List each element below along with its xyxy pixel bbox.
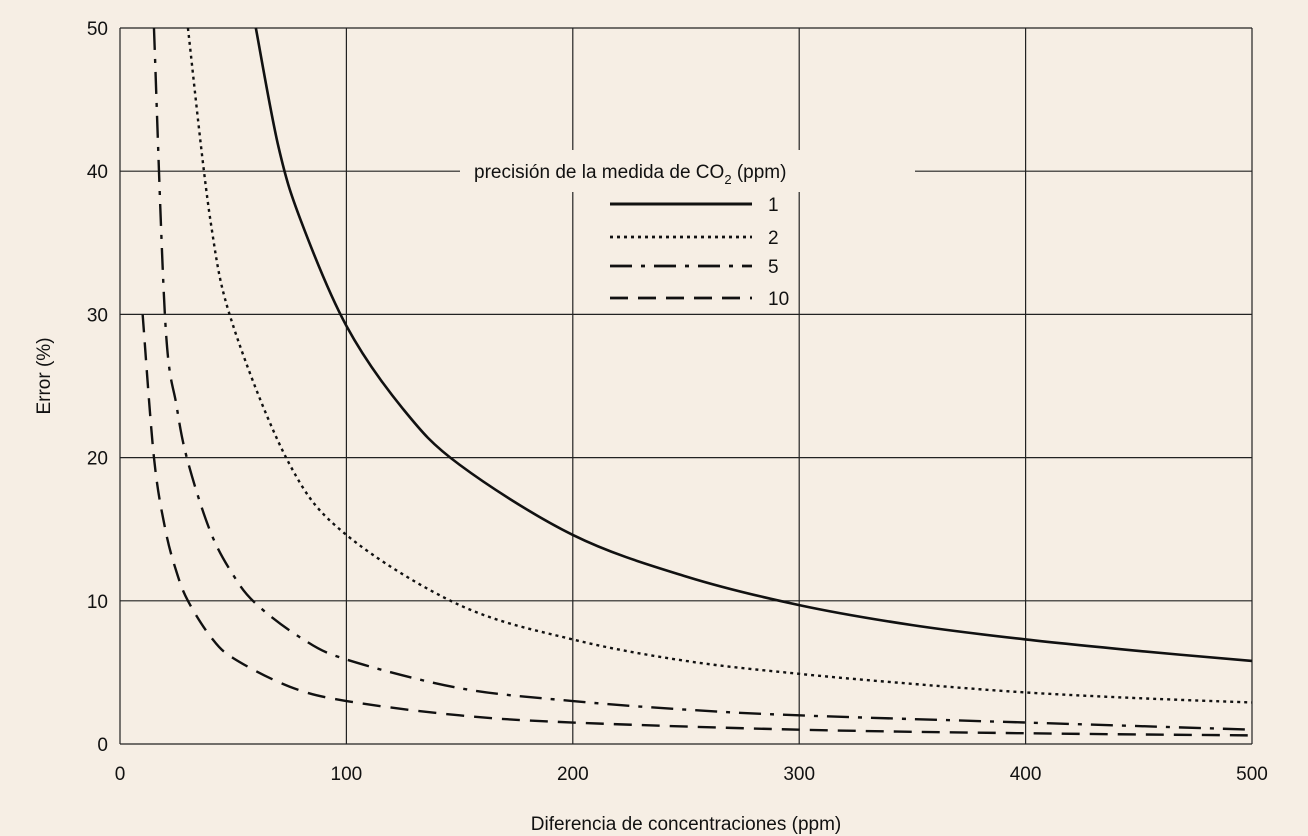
- y-tick-label: 40: [87, 162, 108, 183]
- grid: [119, 27, 1253, 745]
- legend-label-5: 5: [768, 257, 779, 278]
- x-tick-label: 300: [783, 764, 815, 785]
- y-tick-label: 50: [87, 19, 108, 40]
- y-tick-label: 20: [87, 449, 108, 470]
- x-tick-label: 100: [331, 764, 363, 785]
- series-line-5: [152, 27, 1253, 731]
- legend-label-10: 10: [768, 289, 789, 310]
- x-axis-label: Diferencia de concentraciones (ppm): [531, 814, 842, 835]
- series-line-2: [186, 27, 1253, 704]
- legend-title-background: [460, 150, 915, 192]
- y-tick-label: 30: [87, 305, 108, 326]
- series-line-10: [141, 314, 1253, 737]
- legend-label-1: 1: [768, 195, 779, 216]
- legend-label-2: 2: [768, 228, 779, 249]
- series-line-1: [254, 27, 1253, 663]
- tick-labels: 0 100 200 300 400 500 0 10 20 30 40 50: [87, 19, 1268, 785]
- legend-title: precisión de la medida de CO2 (ppm): [474, 162, 786, 187]
- y-tick-label: 0: [97, 735, 108, 756]
- x-tick-label: 500: [1236, 764, 1268, 785]
- x-tick-label: 400: [1010, 764, 1042, 785]
- x-tick-label: 200: [557, 764, 589, 785]
- legend: precisión de la medida de CO2 (ppm) 1 2 5 10: [460, 150, 915, 310]
- y-tick-label: 10: [87, 592, 108, 613]
- x-tick-label: 0: [115, 764, 126, 785]
- series-layer: [141, 27, 1253, 737]
- y-axis-label: Error (%): [34, 337, 55, 414]
